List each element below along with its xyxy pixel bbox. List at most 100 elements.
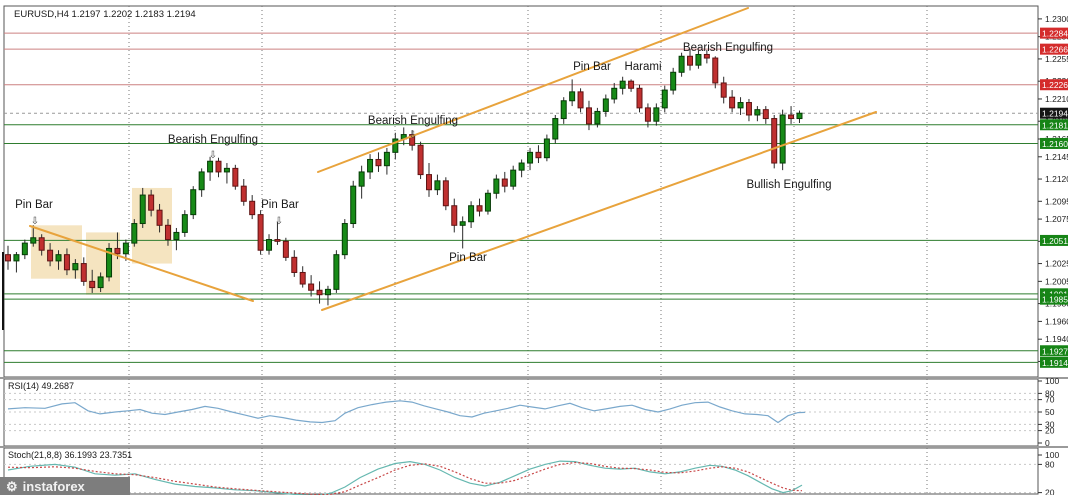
- candle-bear: [316, 289, 323, 296]
- candle-bull: [324, 288, 331, 296]
- stoch-indicator-label: Stoch(21,8,8) 36.1993 23.7351: [8, 450, 133, 460]
- rsi-axis-label: 100: [1045, 376, 1059, 386]
- symbol-ohlc-header: EURUSD,H4 1.2197 1.2202 1.2183 1.2194: [14, 9, 196, 20]
- pattern-label: Bearish Engulfing: [168, 134, 258, 146]
- candle-bear: [409, 134, 416, 146]
- price-axis-label: 1.2025: [1045, 259, 1068, 269]
- candle-bear: [80, 263, 87, 282]
- candle-bull: [97, 276, 104, 289]
- candle-bull: [796, 112, 803, 120]
- candle-bear: [451, 205, 458, 226]
- price-badge-label: 1.1927: [1042, 346, 1068, 356]
- candle-bull: [569, 91, 576, 102]
- price-badge-label: 1.1985: [1042, 295, 1068, 305]
- candle-bull: [383, 151, 390, 167]
- rsi-axis-label: 70: [1045, 395, 1055, 405]
- price-axis-label: 1.2210: [1045, 94, 1068, 104]
- candle-bull: [552, 118, 559, 140]
- price-badge-label: 1.2051: [1042, 236, 1068, 246]
- price-badge-red: [1040, 79, 1068, 91]
- price-badge-label: 1.2226: [1042, 80, 1068, 90]
- pattern-label: Pin Bar: [15, 199, 53, 211]
- candle-bull: [434, 180, 441, 191]
- price-badge-green: [1040, 234, 1068, 246]
- candle-bull: [619, 80, 626, 89]
- price-badge-green: [1040, 293, 1068, 305]
- candle-bull: [341, 223, 348, 256]
- pattern-label: Pin Bar: [449, 252, 487, 264]
- candle-bull: [653, 107, 660, 122]
- candle-bear: [720, 82, 727, 98]
- candle-bear: [249, 200, 256, 216]
- candle-bear: [771, 118, 778, 164]
- candle-bull: [560, 100, 567, 120]
- stoch-axis-label: 20: [1045, 488, 1055, 495]
- price-badge-green: [1040, 356, 1068, 368]
- rsi-axis-label: 30: [1045, 419, 1055, 429]
- price-axis-label: 1.2255: [1045, 54, 1068, 64]
- candle-bull: [661, 89, 668, 109]
- rsi-indicator-label: RSI(14) 49.2687: [8, 381, 75, 391]
- candle-bull: [518, 162, 525, 171]
- price-badge-green: [1040, 137, 1068, 149]
- price-badge-label: 1.2266: [1042, 45, 1068, 55]
- candle-bear: [299, 271, 306, 285]
- pattern-arrow-icon: ⇩: [275, 216, 283, 227]
- price-axis-label: 1.2095: [1045, 196, 1068, 206]
- candle-bear: [745, 102, 752, 116]
- candle-bull: [131, 223, 138, 244]
- candle-bear: [687, 55, 694, 66]
- pattern-label: Pin Bar: [261, 199, 299, 211]
- candle-bear: [788, 114, 795, 120]
- candle-bear: [164, 224, 171, 241]
- candle-bull: [13, 254, 20, 262]
- panel-splitter[interactable]: [0, 446, 1068, 448]
- candle-bull: [21, 242, 28, 256]
- candle-bear: [577, 91, 584, 109]
- pattern-arrow-icon: ⇩: [409, 130, 417, 141]
- candle-bull: [493, 178, 500, 194]
- candle-bear: [5, 254, 11, 262]
- pattern-label: Pin Bar: [573, 61, 611, 73]
- rsi-axis-label: 50: [1045, 407, 1055, 417]
- candle-bear: [585, 107, 592, 125]
- watermark: ⚙ instaforex: [0, 477, 130, 495]
- candle-bull: [779, 114, 786, 164]
- candle-bull: [106, 247, 113, 278]
- candle-bull: [484, 192, 491, 212]
- price-badge-black: [1040, 107, 1068, 119]
- candle-bear: [476, 205, 483, 212]
- candle-bull: [223, 167, 230, 173]
- rsi-axis-label: 20: [1045, 426, 1055, 436]
- candle-bull: [602, 98, 609, 112]
- candle-bull: [30, 237, 37, 244]
- price-badge-green: [1040, 345, 1068, 357]
- panel-splitter[interactable]: [0, 377, 1068, 379]
- candle-bull: [737, 102, 744, 109]
- price-badge-label: 1.2160: [1042, 139, 1068, 149]
- price-axis-label: 1.2300: [1045, 14, 1068, 24]
- price-badge-label: 1.2181: [1042, 120, 1068, 130]
- candle-bear: [282, 240, 289, 258]
- candle-bull: [678, 55, 685, 73]
- pattern-label: Harami: [624, 61, 661, 73]
- candle-bull: [754, 109, 761, 116]
- candle-bear: [712, 57, 719, 84]
- candle-bull: [350, 185, 357, 225]
- price-axis-label: 1.1940: [1045, 334, 1068, 344]
- pattern-label: Bearish Engulfing: [683, 42, 773, 54]
- candle-bear: [501, 178, 508, 187]
- candle-bull: [527, 151, 534, 164]
- price-badge-label: 1.2284: [1042, 29, 1068, 39]
- candle-bear: [63, 254, 70, 271]
- trendline-channel-upper: [317, 7, 749, 173]
- pattern-arrow-icon: ⇩: [31, 216, 39, 227]
- candle-bear: [114, 247, 121, 255]
- candle-bull: [543, 138, 550, 159]
- candle-bull: [207, 160, 214, 173]
- price-axis-label: 1.1960: [1045, 316, 1068, 326]
- candle-bear: [729, 96, 736, 109]
- price-axis-label: 1.2120: [1045, 174, 1068, 184]
- candle-bear: [274, 239, 281, 242]
